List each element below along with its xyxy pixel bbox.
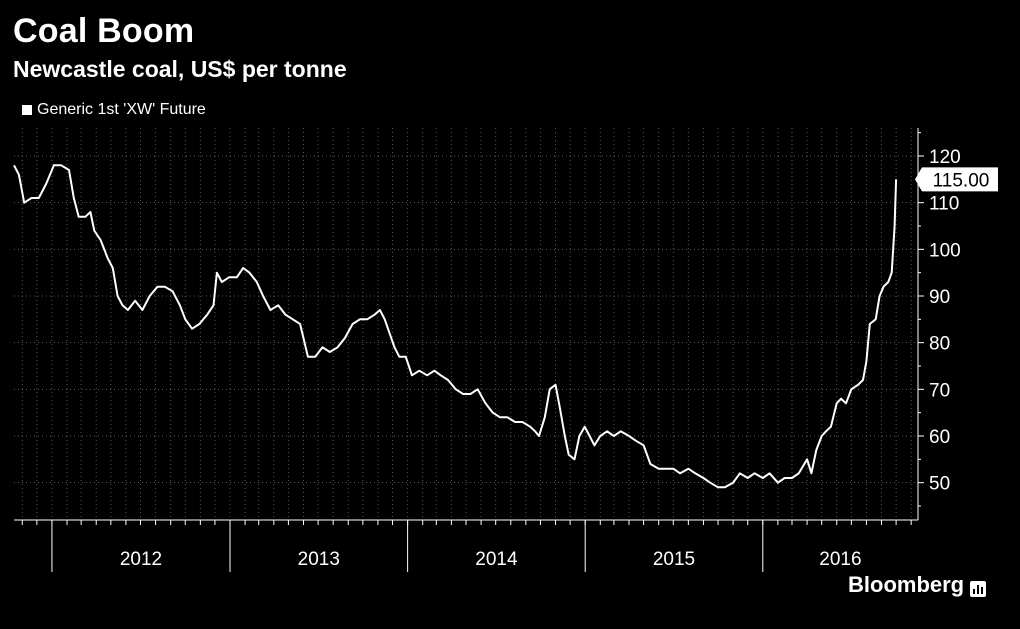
year-label: 2015 xyxy=(653,549,695,570)
chart-title: Coal Boom xyxy=(13,12,195,50)
year-label: 2016 xyxy=(819,549,861,570)
brand-label: Bloomberg xyxy=(848,572,965,597)
y-tick-label: 120 xyxy=(929,147,961,168)
y-tick-label: 60 xyxy=(929,427,950,448)
legend-swatch xyxy=(22,105,32,115)
y-tick-label: 70 xyxy=(929,380,950,401)
bar-chart-icon xyxy=(970,577,987,597)
y-tick-label: 90 xyxy=(929,287,950,308)
last-value-badge xyxy=(915,167,998,192)
year-label: 2012 xyxy=(120,549,162,570)
y-tick-label: 100 xyxy=(929,240,961,261)
y-tick-label: 110 xyxy=(929,194,959,215)
legend-label: Generic 1st 'XW' Future xyxy=(37,101,206,118)
legend: Generic 1st 'XW' Future xyxy=(22,101,206,119)
y-tick-label: 80 xyxy=(929,334,950,355)
year-label: 2014 xyxy=(475,549,518,570)
bloomberg-logo: Bloomberg xyxy=(848,572,987,598)
last-value-label: 115.00 xyxy=(933,170,990,191)
series-line xyxy=(13,164,898,489)
chart-subtitle: Newcastle coal, US$ per tonne xyxy=(13,56,347,82)
year-label: 2013 xyxy=(298,549,340,570)
y-tick-label: 50 xyxy=(929,474,950,495)
